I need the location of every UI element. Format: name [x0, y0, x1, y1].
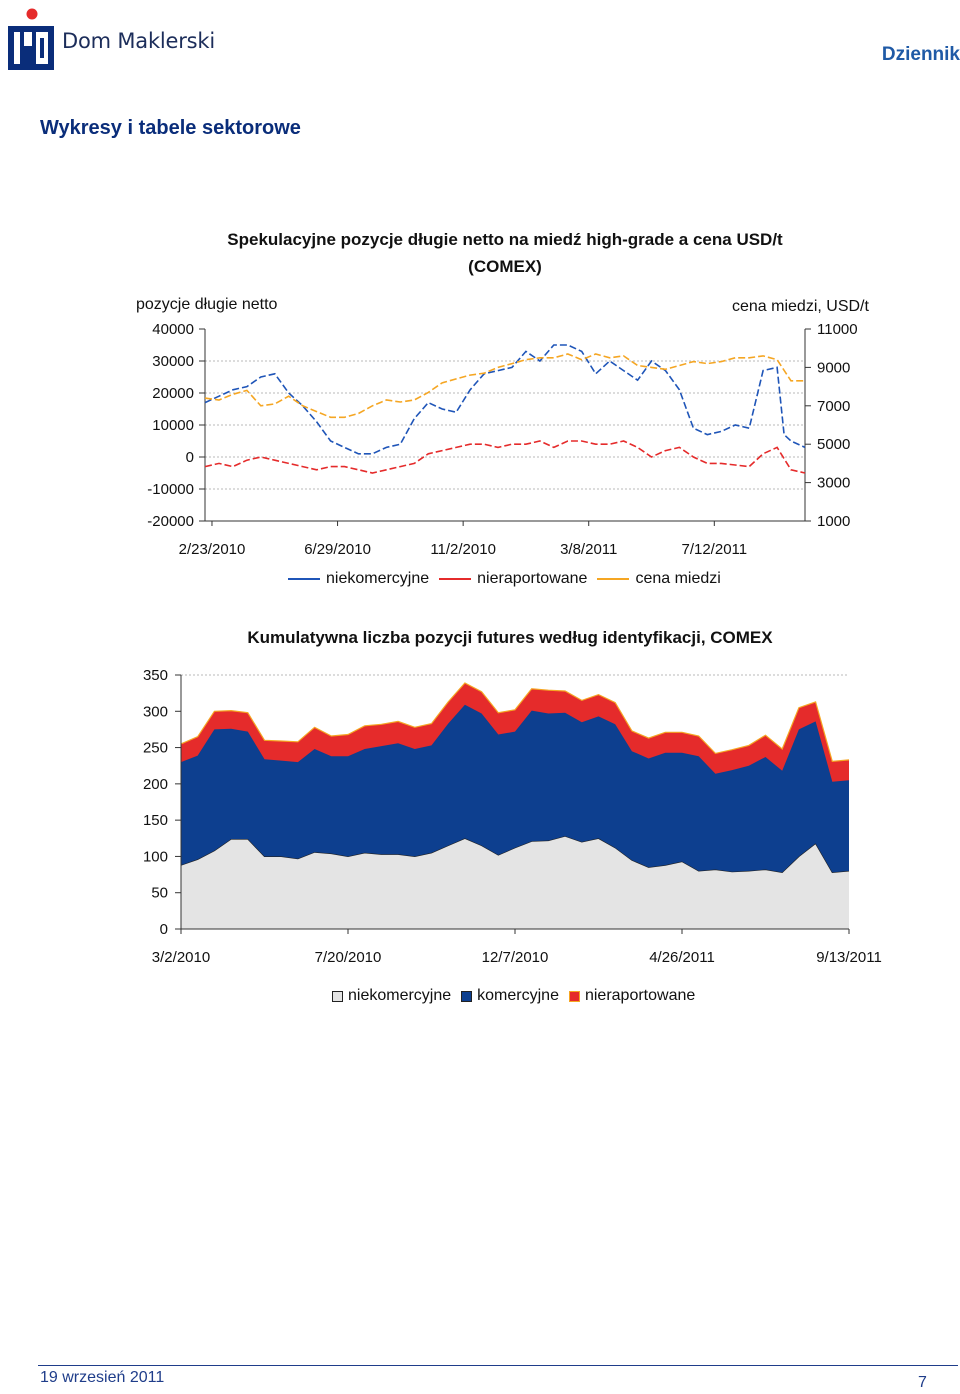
legend-label: komercyjne	[477, 987, 559, 1004]
section-label: Dziennik	[881, 44, 960, 65]
pko-logo	[6, 4, 221, 72]
y-tick-label: -10000	[147, 481, 194, 498]
y-tick-label: 350	[143, 667, 168, 684]
y-tick-label: 20000	[152, 385, 194, 402]
y-tick-label: 50	[151, 885, 168, 902]
y2-tick-label: 11000	[817, 321, 858, 338]
legend-item-niekomercyjne: niekomercyjne	[288, 570, 429, 588]
legend-label: niekomercyjne	[348, 987, 452, 1004]
footer-date: 19 wrzesień 2011	[40, 1369, 165, 1386]
y-tick-label: -20000	[147, 513, 194, 530]
area-komercyjne	[181, 704, 849, 873]
x-tick-label: 11/2/2010	[430, 541, 496, 558]
y2-tick-label: 5000	[817, 436, 850, 453]
pko-logo-mark	[8, 8, 54, 70]
chart1-y2label: cena miedzi, USD/t	[732, 298, 869, 315]
y2-tick-label: 3000	[817, 475, 850, 492]
y-tick-label: 100	[143, 848, 168, 865]
area-niekomercyjne	[181, 836, 849, 929]
y-tick-label: 30000	[152, 353, 194, 370]
y-tick-label: 200	[143, 776, 168, 793]
legend-swatch	[288, 578, 320, 580]
legend-label: cena miedzi	[635, 570, 721, 587]
chart2-legend: niekomercyjne komercyjne nieraportowane	[332, 987, 705, 1005]
x-tick-label: 4/26/2011	[649, 949, 715, 966]
x-tick-label: 7/12/2011	[681, 541, 747, 558]
x-tick-label: 6/29/2010	[304, 541, 371, 558]
legend-item-nieraportowane: nieraportowane	[568, 987, 696, 1005]
legend-swatch	[439, 578, 472, 580]
area-nieraportowane	[181, 683, 849, 782]
x-tick-label: 7/20/2010	[315, 949, 382, 966]
y-tick-label: 150	[143, 812, 168, 829]
y2-tick-label: 1000	[817, 513, 850, 530]
legend-swatch	[568, 990, 580, 1002]
legend-label: nieraportowane	[584, 987, 696, 1004]
legend-item-nieraportowane: nieraportowane	[439, 570, 587, 588]
legend-swatch	[597, 578, 630, 580]
x-tick-label: 12/7/2010	[482, 949, 549, 966]
legend-item-niekomercyjne: niekomercyjne	[332, 987, 451, 1005]
legend-swatch	[461, 990, 473, 1002]
legend-swatch	[332, 990, 343, 1002]
chart1-title: Spekulacyjne pozycje długie netto na mie…	[227, 230, 783, 276]
x-tick-label: 3/2/2010	[152, 949, 210, 966]
legend-label: nieraportowane	[477, 570, 588, 587]
legend-item-komercyjne: komercyjne	[461, 987, 559, 1005]
y-tick-label: 40000	[152, 321, 194, 338]
series-line-niekomercyjne	[204, 344, 806, 455]
page-title: Wykresy i tabele sektorowe	[40, 117, 301, 139]
y2-tick-label: 9000	[817, 359, 850, 376]
chart2-title: Kumulatywna liczba pozycji futures wedłu…	[247, 628, 773, 647]
x-tick-label: 3/8/2011	[560, 541, 617, 558]
y-tick-label: 250	[143, 740, 168, 757]
brand-name: Dom Maklerski	[62, 29, 216, 53]
page-number: 7	[918, 1374, 927, 1391]
series-line-nieraportowane	[204, 440, 806, 474]
chart1-legend: niekomercyjne nieraportowane cena miedzi	[288, 570, 731, 588]
y-tick-label: 10000	[152, 417, 194, 434]
x-tick-label: 9/13/2011	[816, 949, 882, 966]
chart1-ylabel: pozycje długie netto	[136, 296, 278, 313]
legend-item-cena-miedzi: cena miedzi	[597, 570, 721, 588]
y-tick-label: 0	[160, 921, 168, 938]
series-line-cena-miedzi	[204, 353, 805, 419]
y-tick-label: 0	[186, 449, 194, 466]
y2-tick-label: 7000	[817, 398, 850, 415]
y-tick-label: 300	[143, 703, 168, 720]
x-tick-label: 2/23/2010	[179, 541, 246, 558]
area-nieraportowane-edge	[180, 682, 850, 763]
legend-label: niekomercyjne	[326, 570, 430, 587]
footer-divider	[38, 1365, 958, 1366]
